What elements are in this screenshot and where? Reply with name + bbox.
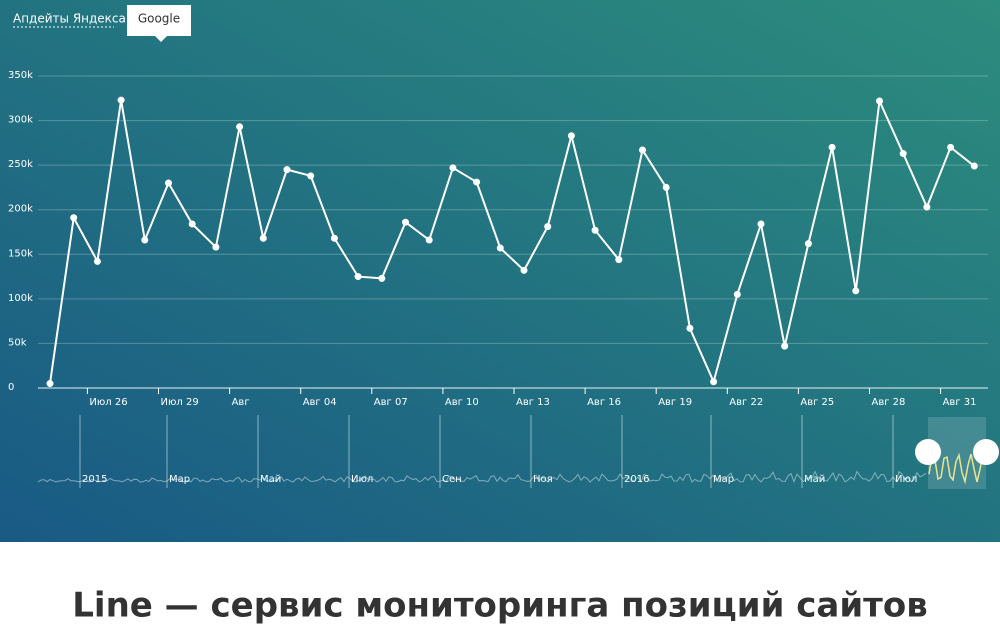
point xyxy=(828,143,836,151)
point xyxy=(781,342,789,350)
point xyxy=(212,243,220,251)
y-tick-label: 100k xyxy=(8,293,33,304)
point xyxy=(876,97,883,105)
navigator-handle[interactable] xyxy=(915,439,941,465)
navigator-label: Май xyxy=(260,474,281,485)
navigator-label: Мар xyxy=(169,474,190,485)
x-tick-label: Авг 28 xyxy=(872,397,906,408)
y-tick-label: 150k xyxy=(8,248,33,259)
navigator-label: Ноя xyxy=(533,474,553,485)
point xyxy=(947,143,955,151)
point xyxy=(804,240,812,248)
point xyxy=(615,256,623,264)
navigator-label: 2015 xyxy=(82,474,107,485)
y-tick-label: 250k xyxy=(8,159,33,170)
tab[interactable]: Google xyxy=(138,12,180,26)
navigator-label: 2016 xyxy=(624,474,649,485)
y-tick-label: 200k xyxy=(8,204,33,215)
point xyxy=(307,172,315,180)
point xyxy=(236,123,244,131)
y-tick-label: 300k xyxy=(8,115,33,126)
x-tick-label: Авг 19 xyxy=(658,397,692,408)
navigator-selection-line xyxy=(928,452,987,485)
point xyxy=(970,162,978,170)
point xyxy=(662,183,670,191)
x-tick-label: Июл 29 xyxy=(161,397,199,408)
y-tick-label: 50k xyxy=(8,337,27,348)
point xyxy=(259,234,267,242)
point xyxy=(496,244,504,252)
point xyxy=(402,218,409,226)
x-tick-label: Авг 16 xyxy=(587,397,621,408)
point xyxy=(425,236,433,244)
point xyxy=(141,236,149,244)
point xyxy=(70,214,78,222)
point xyxy=(639,146,646,154)
navigator-handle[interactable] xyxy=(973,439,999,465)
navigator-label: Мар xyxy=(713,474,734,485)
point xyxy=(165,179,172,187)
point xyxy=(46,380,54,388)
x-tick-label: Авг 07 xyxy=(374,397,408,408)
navigator-label: Сен xyxy=(442,474,462,485)
point xyxy=(591,226,599,234)
x-tick-label: Авг 31 xyxy=(943,397,977,408)
x-tick-label: Авг 25 xyxy=(800,397,834,408)
chart-background xyxy=(0,0,1000,542)
point xyxy=(852,287,860,295)
point xyxy=(117,96,125,104)
caption: Line — сервис мониторинга позиций сайтов xyxy=(72,586,927,626)
point xyxy=(330,234,338,242)
y-tick-label: 0 xyxy=(8,382,14,393)
point xyxy=(567,132,575,140)
point xyxy=(544,223,552,231)
point xyxy=(733,290,741,298)
navigator-label: Май xyxy=(804,474,825,485)
point xyxy=(757,220,765,228)
point xyxy=(93,257,101,265)
point xyxy=(899,150,907,158)
x-tick-label: Авг 22 xyxy=(729,397,763,408)
point xyxy=(188,220,196,228)
x-tick-label: Авг 04 xyxy=(303,397,337,408)
x-tick-label: Авг xyxy=(232,397,250,408)
point xyxy=(354,273,362,281)
point xyxy=(923,203,931,211)
navigator-label: Июл xyxy=(895,474,917,485)
navigator-line xyxy=(37,470,927,483)
y-tick-label: 350k xyxy=(8,70,33,81)
point xyxy=(710,378,718,386)
line xyxy=(49,97,975,385)
point xyxy=(378,274,386,282)
point xyxy=(686,324,694,332)
x-tick-label: Авг 13 xyxy=(516,397,550,408)
point xyxy=(520,266,528,274)
navigator-label: Июл xyxy=(351,474,373,485)
x-tick-label: Авг 10 xyxy=(445,397,479,408)
x-tick-label: Июл 26 xyxy=(89,397,127,408)
point xyxy=(473,178,481,186)
point xyxy=(283,166,291,174)
point xyxy=(449,164,457,172)
tab-active-bg xyxy=(127,5,191,42)
tab[interactable]: Апдейты Яндекса xyxy=(13,12,126,26)
